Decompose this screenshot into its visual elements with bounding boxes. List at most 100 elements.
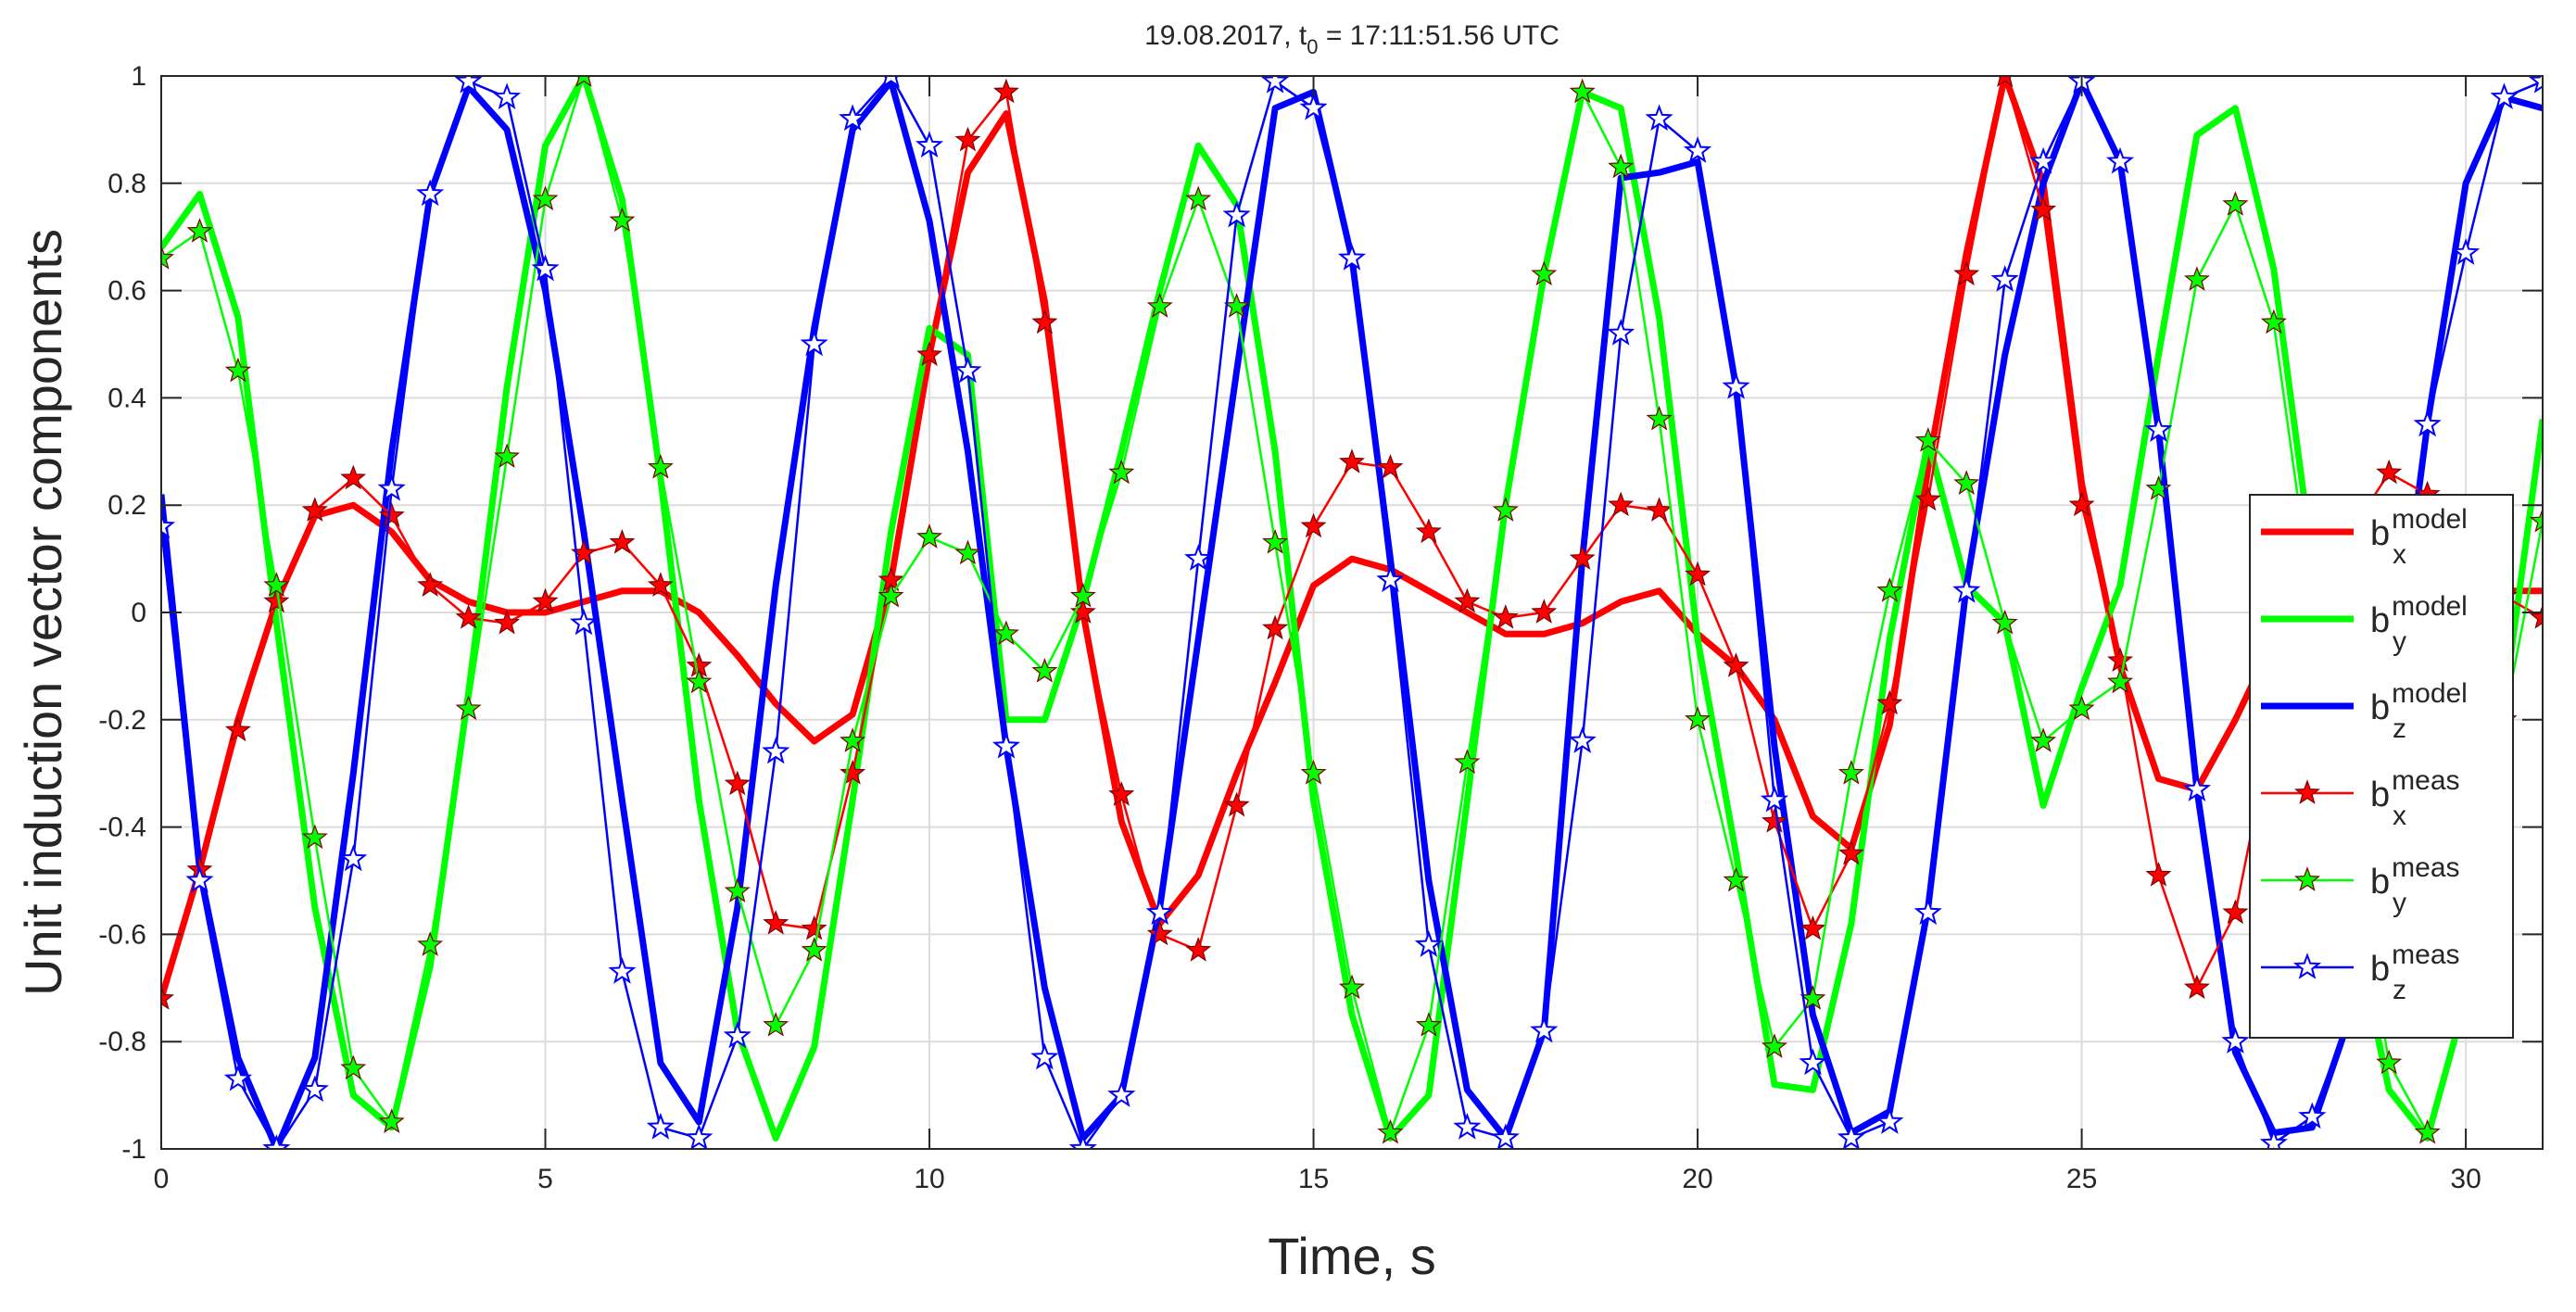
data-point-marker bbox=[1223, 293, 1250, 318]
legend-item-bz-model: bmodel z bbox=[2261, 678, 2468, 744]
data-point-marker bbox=[1262, 614, 1289, 640]
data-point-marker bbox=[2451, 238, 2481, 265]
data-point-marker bbox=[455, 604, 482, 629]
legend-box bbox=[2249, 494, 2514, 1039]
data-point-marker bbox=[1685, 561, 1711, 587]
data-point-marker bbox=[263, 587, 290, 613]
data-point-marker bbox=[263, 572, 290, 598]
data-point-marker bbox=[2183, 266, 2210, 291]
legend-marker bbox=[2293, 866, 2321, 891]
data-point-marker bbox=[1108, 781, 1135, 806]
data-point-marker bbox=[2144, 415, 2173, 443]
data-point-marker bbox=[647, 572, 674, 597]
y-tick-label: 0.4 bbox=[107, 383, 146, 413]
y-axis-label: Unit induction vector components bbox=[14, 229, 72, 996]
data-point-marker bbox=[647, 453, 674, 479]
series-line bbox=[161, 76, 2543, 1000]
data-point-marker bbox=[2529, 604, 2543, 629]
data-point-marker bbox=[2222, 191, 2249, 216]
x-tick-label: 5 bbox=[537, 1164, 553, 1194]
data-point-marker bbox=[609, 528, 636, 554]
data-point-marker bbox=[2529, 507, 2543, 533]
data-point-marker bbox=[1683, 136, 1712, 163]
data-point-marker bbox=[454, 76, 483, 94]
data-point-marker bbox=[1262, 528, 1289, 554]
data-point-marker bbox=[223, 1064, 253, 1091]
data-point-marker bbox=[301, 824, 328, 850]
data-point-marker bbox=[1454, 749, 1481, 774]
data-point-marker bbox=[2107, 668, 2134, 694]
data-point-marker bbox=[1531, 260, 1558, 286]
data-point-marker bbox=[494, 443, 521, 468]
data-point-marker bbox=[723, 1021, 751, 1049]
legend-item-by-meas: bmeas y bbox=[2261, 852, 2460, 918]
data-point-marker bbox=[1645, 104, 1673, 132]
data-point-marker bbox=[801, 937, 827, 962]
series-by-meas bbox=[161, 76, 2543, 1144]
data-point-marker bbox=[2145, 861, 2172, 887]
series-bx-model bbox=[161, 76, 2543, 1000]
data-point-marker bbox=[262, 1134, 291, 1149]
data-point-marker bbox=[1223, 791, 1250, 817]
data-point-marker bbox=[1414, 930, 1444, 957]
data-point-marker bbox=[1376, 565, 1405, 593]
y-tick-label: 0 bbox=[131, 598, 146, 628]
legend-item-by-model: bmodel y bbox=[2261, 591, 2468, 657]
data-point-marker bbox=[2298, 1102, 2327, 1129]
data-point-marker bbox=[1991, 609, 2018, 635]
data-point-marker bbox=[1875, 1107, 1904, 1134]
data-point-marker bbox=[1530, 1016, 1559, 1043]
data-point-marker bbox=[224, 716, 251, 742]
data-point-marker bbox=[1031, 309, 1058, 334]
data-point-marker bbox=[1646, 497, 1673, 522]
data-point-marker bbox=[2106, 146, 2135, 174]
legend-label: bmodel y bbox=[2370, 591, 2468, 657]
data-point-marker bbox=[1914, 426, 1941, 452]
data-point-marker bbox=[1069, 582, 1096, 608]
data-point-marker bbox=[1876, 689, 1903, 715]
x-tick-label: 20 bbox=[1682, 1164, 1712, 1194]
data-point-marker bbox=[1454, 587, 1481, 613]
data-point-marker bbox=[2030, 196, 2057, 221]
data-point-marker bbox=[800, 329, 828, 357]
data-point-marker bbox=[2528, 76, 2543, 94]
data-point-marker bbox=[646, 1112, 675, 1140]
data-point-marker bbox=[455, 695, 482, 721]
data-point-marker bbox=[840, 727, 866, 752]
data-point-marker bbox=[1608, 153, 1635, 179]
data-point-marker bbox=[2413, 410, 2442, 437]
data-point-marker bbox=[2182, 775, 2212, 801]
data-point-marker bbox=[1337, 244, 1367, 271]
data-point-marker bbox=[1185, 937, 1212, 962]
data-point-marker bbox=[2221, 1027, 2250, 1053]
data-point-marker bbox=[1222, 200, 1251, 228]
x-tick-label: 10 bbox=[914, 1164, 944, 1194]
data-point-marker bbox=[992, 620, 1019, 646]
data-point-marker bbox=[763, 1012, 789, 1037]
data-point-marker bbox=[1299, 93, 1328, 120]
data-point-marker bbox=[1377, 454, 1404, 479]
x-tick-label: 15 bbox=[1298, 1164, 1329, 1194]
data-point-marker bbox=[186, 218, 213, 243]
data-point-marker bbox=[1761, 1033, 1787, 1058]
legend-label: bmeas x bbox=[2370, 765, 2460, 831]
legend-marker bbox=[2293, 779, 2321, 804]
data-point-marker bbox=[340, 464, 367, 490]
data-point-marker bbox=[916, 341, 943, 366]
y-tick-label: 0.2 bbox=[107, 490, 146, 521]
data-point-marker bbox=[2414, 1118, 2441, 1144]
data-point-marker bbox=[2107, 647, 2134, 672]
data-point-marker bbox=[1723, 866, 1749, 892]
x-tick-label: 0 bbox=[154, 1164, 170, 1194]
data-point-marker bbox=[417, 572, 444, 597]
y-tick-label: -0.4 bbox=[98, 813, 146, 843]
data-point-marker bbox=[1723, 652, 1749, 677]
data-point-marker bbox=[840, 759, 866, 785]
data-point-marker bbox=[878, 582, 904, 608]
data-point-marker bbox=[1837, 759, 1864, 785]
data-point-marker bbox=[953, 356, 982, 384]
data-point-marker bbox=[1799, 915, 1826, 940]
chart-title: 19.08.2017, t0 = 17:11:51.56 UTC bbox=[1144, 20, 1559, 58]
data-point-marker bbox=[1914, 486, 1941, 511]
